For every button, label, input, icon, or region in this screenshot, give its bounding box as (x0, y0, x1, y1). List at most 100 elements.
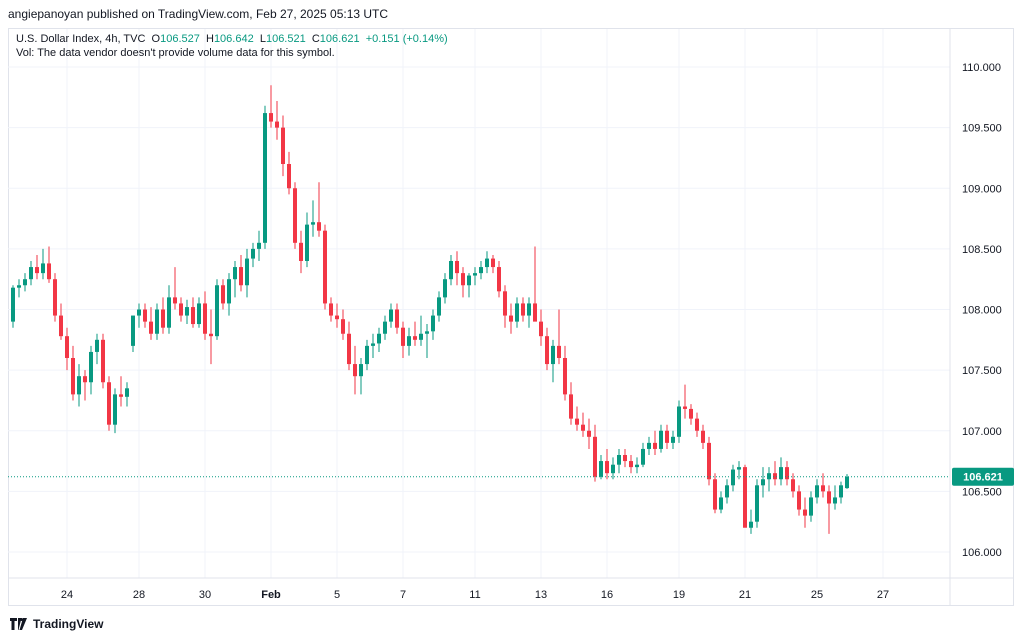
last-price-line: 106.621 (8, 467, 1014, 486)
candle-body (533, 303, 537, 322)
candle-body (395, 309, 399, 328)
time-tick-label: Feb (261, 589, 281, 601)
candle-body (215, 285, 219, 337)
symbol-legend: U.S. Dollar Index, 4h, TVC O106.527 H106… (16, 32, 448, 46)
candle-body (557, 345, 561, 358)
candle-body (491, 258, 495, 268)
candle-body (281, 127, 285, 164)
tradingview-footer[interactable]: TradingView (10, 617, 103, 631)
candle-body (629, 461, 633, 468)
candle-body (419, 333, 423, 340)
price-tick-label: 107.000 (962, 426, 1002, 438)
candle-body (245, 258, 249, 286)
candle-body (179, 303, 183, 316)
candle-body (317, 222, 321, 231)
candle-body (569, 394, 573, 419)
candle-body (11, 287, 15, 322)
candle-body (47, 263, 51, 280)
candle-body (467, 275, 471, 286)
low-value: 106.521 (265, 33, 306, 45)
candle-body (545, 336, 549, 365)
time-tick-label: 7 (400, 589, 406, 601)
candle-body (749, 521, 753, 528)
candle-body (431, 315, 435, 332)
candle-body (263, 113, 267, 243)
candle-body (149, 321, 153, 334)
time-tick-label: 21 (739, 589, 751, 601)
time-tick-label: 24 (61, 589, 73, 601)
candle-body (677, 406, 681, 437)
price-tick-label: 109.500 (962, 123, 1002, 135)
price-tick-label: 108.000 (962, 305, 1002, 317)
candle-body (767, 473, 771, 480)
candle-body (185, 307, 189, 316)
candle-body (311, 222, 315, 225)
candle-body (689, 408, 693, 419)
candle-body (581, 424, 585, 431)
candle-body (515, 303, 519, 322)
high-label: H (205, 33, 214, 45)
candle-body (707, 442, 711, 480)
candle-body (791, 479, 795, 492)
candle-body (41, 263, 45, 274)
candle-body (539, 321, 543, 337)
candle-body (335, 315, 339, 320)
candle-body (221, 285, 225, 304)
candle-body (833, 497, 837, 504)
candle-body (473, 273, 477, 276)
candle-body (563, 358, 567, 395)
candle-body (239, 267, 243, 286)
open-label: O (151, 33, 161, 45)
candle-body (275, 121, 279, 128)
time-axis: 24 28 30 Feb 5 7 11 13 16 19 21 25 27 (61, 589, 889, 601)
candle-body (461, 273, 465, 286)
time-tick-label: 27 (877, 589, 889, 601)
candle-body (377, 333, 381, 344)
candle-body (683, 406, 687, 409)
candle-body (413, 336, 417, 340)
open-value: 106.527 (160, 33, 200, 45)
publisher-line: angiepanoyan published on TradingView.co… (8, 7, 389, 21)
candle-body (653, 442, 657, 449)
candle-body (809, 497, 813, 516)
candle-body (197, 303, 201, 325)
candle-body (503, 291, 507, 316)
time-tick-label: 16 (601, 589, 613, 601)
tradingview-brand: TradingView (33, 617, 104, 631)
time-tick-label: 19 (673, 589, 685, 601)
candle-body (137, 309, 141, 316)
candle-body (605, 461, 609, 474)
candle-body (257, 242, 261, 249)
candle-body (449, 261, 453, 280)
price-tick-label: 110.000 (962, 62, 1001, 74)
candle-body (587, 430, 591, 437)
candle-body (209, 333, 213, 337)
candle-body (77, 376, 81, 395)
candle-body (815, 485, 819, 498)
close-value: 106.621 (319, 33, 360, 45)
candle-body (29, 267, 33, 280)
candle-body (737, 467, 741, 470)
candle-body (593, 436, 597, 477)
candle-body (731, 469, 735, 486)
candle-body (551, 345, 555, 365)
symbol-name: U.S. Dollar Index, 4h, TVC (16, 33, 146, 45)
candle-body (359, 364, 363, 377)
high-value: 106.642 (213, 33, 254, 45)
candle-body (191, 307, 195, 325)
candle-body (155, 309, 159, 334)
price-axis: 106.000 106.500 107.000 107.500 108.000 108.5… (962, 62, 1002, 559)
candle-body (623, 455, 627, 462)
candle-body (455, 261, 459, 274)
candle-body (803, 509, 807, 516)
candle-body (701, 430, 705, 443)
candle-body (401, 327, 405, 346)
candle-body (443, 279, 447, 298)
candle-body (575, 418, 579, 425)
time-tick-label: 28 (133, 589, 145, 601)
candle-body (113, 394, 117, 425)
candle-body (251, 248, 255, 259)
candle-body (365, 345, 369, 365)
change-value: +0.151 (+0.14%) (365, 33, 448, 45)
